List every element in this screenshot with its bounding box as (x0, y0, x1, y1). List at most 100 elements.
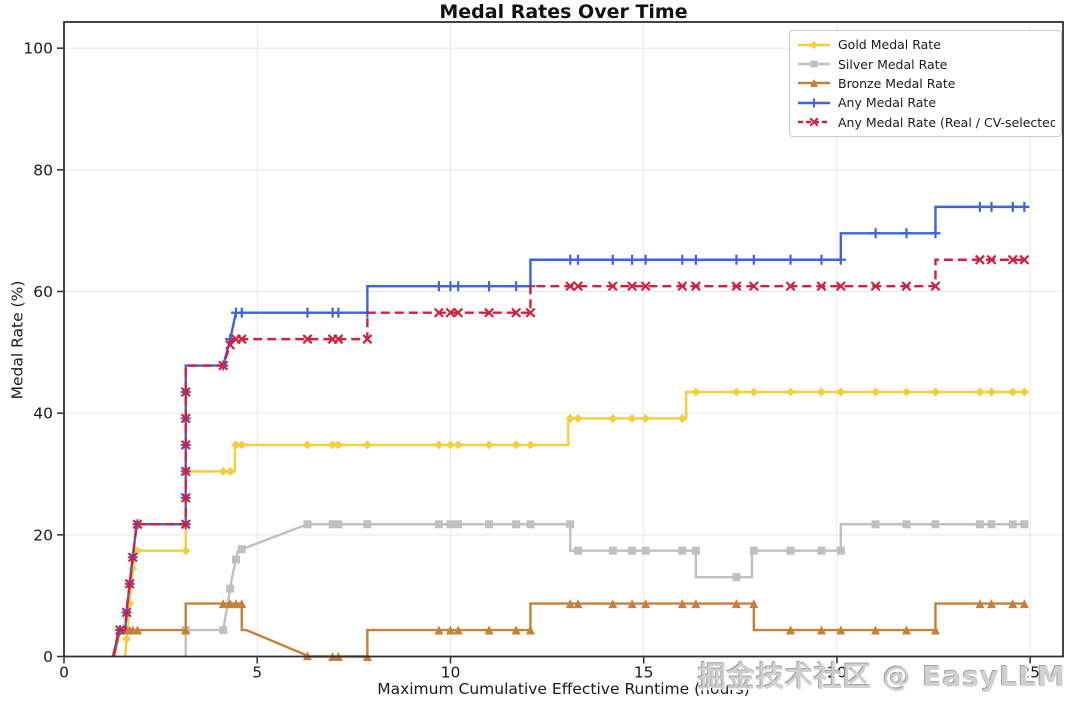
x-axis-label: Maximum Cumulative Effective Runtime (ho… (377, 680, 750, 698)
marker-x-icon (731, 281, 742, 292)
marker-x-icon (901, 281, 912, 292)
x-tick-label: 15 (634, 664, 654, 682)
marker-x-icon (218, 360, 229, 371)
x-tick-label: 0 (59, 664, 69, 682)
marker-square-icon (231, 555, 240, 564)
marker-x-icon (930, 281, 941, 292)
series-line (123, 390, 1025, 657)
marker-plus-icon (690, 254, 701, 265)
marker-diamond-icon (445, 440, 455, 450)
marker-plus-icon (640, 254, 651, 265)
marker-x-icon (690, 281, 701, 292)
marker-square-icon (363, 520, 372, 529)
marker-diamond-icon (975, 387, 985, 397)
marker-triangle-icon (786, 625, 796, 635)
watermark: 掘金技术社区 @ EasyLLM (698, 660, 1066, 693)
legend-swatch-any-icon (798, 98, 830, 108)
marker-diamond-icon (231, 440, 241, 450)
marker-triangle-icon (987, 599, 996, 609)
marker-x-icon (484, 307, 495, 318)
legend-item-gold: Gold Medal Rate (797, 35, 1055, 54)
marker-diamond-icon (1019, 387, 1029, 397)
marker-square-icon (1008, 520, 1017, 529)
marker-diamond-icon (1008, 387, 1018, 397)
marker-plus-icon (236, 307, 247, 318)
marker-x-icon (121, 607, 132, 618)
marker-diamond-icon (434, 440, 444, 450)
y-axis-label-container: Medal Rate (%) (0, 22, 34, 657)
marker-plus-icon (627, 254, 638, 265)
marker-diamond-icon (677, 413, 687, 423)
y-tick-label: 80 (33, 161, 53, 179)
series-2 (113, 599, 1029, 661)
marker-x-icon (640, 281, 651, 292)
y-tick-label: 100 (23, 40, 53, 58)
series-0 (122, 387, 1029, 657)
marker-plus-icon (677, 254, 688, 265)
marker-triangle-icon (691, 599, 701, 609)
marker-plus-icon (816, 254, 827, 265)
marker-diamond-icon (987, 387, 996, 397)
marker-triangle-icon (608, 599, 618, 609)
marker-diamond-icon (565, 413, 575, 423)
marker-triangle-icon (1019, 599, 1029, 609)
marker-x-icon (127, 552, 138, 563)
marker-square-icon (691, 546, 700, 555)
marker-diamond-icon (362, 440, 372, 450)
marker-square-icon (786, 546, 795, 555)
marker-x-icon (986, 254, 997, 265)
marker-triangle-icon (749, 599, 759, 609)
legend-label-any: Any Medal Rate (838, 95, 937, 111)
marker-triangle-icon (218, 599, 228, 609)
legend-swatch-bronze-icon (798, 79, 830, 88)
legend-item-silver: Silver Medal Rate (797, 54, 1055, 73)
series-line (184, 523, 1025, 657)
marker-x-icon (180, 466, 191, 477)
x-tick-label: 20 (827, 664, 847, 682)
marker-square-icon (219, 626, 228, 635)
marker-diamond-icon (627, 413, 637, 423)
marker-square-icon (434, 520, 443, 529)
x-tick-label: 25 (1020, 664, 1040, 682)
marker-triangle-icon (434, 625, 444, 635)
marker-triangle-icon (181, 625, 191, 635)
marker-diamond-icon (608, 413, 618, 423)
marker-plus-icon (835, 254, 846, 265)
marker-plus-icon (785, 254, 796, 265)
marker-x-icon (565, 281, 576, 292)
marker-triangle-icon (445, 625, 455, 635)
marker-plus-icon (484, 281, 495, 292)
series-line (111, 258, 1025, 657)
marker-plus-icon (333, 307, 344, 318)
marker-x-icon (453, 307, 464, 318)
marker-triangle-icon (731, 599, 741, 609)
marker-diamond-icon (525, 440, 535, 450)
marker-triangle-icon (237, 599, 247, 609)
legend-item-any: Any Medal Rate (797, 93, 1055, 112)
marker-x-icon (511, 307, 522, 318)
marker-x-icon (433, 307, 444, 318)
marker-x-icon (180, 492, 191, 503)
marker-diamond-icon (218, 466, 228, 476)
marker-x-icon (132, 519, 143, 530)
marker-square-icon (573, 546, 582, 555)
y-tick-label: 60 (33, 283, 53, 301)
marker-diamond-icon (302, 440, 312, 450)
marker-plus-icon (607, 254, 618, 265)
marker-diamond-icon (901, 387, 911, 397)
marker-x-icon (525, 307, 536, 318)
marker-x-icon (445, 307, 456, 318)
marker-diamond-icon (691, 387, 701, 397)
marker-square-icon (608, 546, 617, 555)
marker-diamond-icon (786, 387, 796, 397)
marker-plus-icon (901, 228, 912, 239)
y-axis-label: Medal Rate (%) (8, 280, 26, 399)
marker-x-icon (124, 578, 135, 589)
marker-x-icon (302, 334, 313, 345)
chart-title: Medal Rates Over Time (439, 1, 688, 23)
marker-square-icon (871, 520, 880, 529)
marker-plus-icon (974, 201, 985, 212)
marker-triangle-icon (453, 625, 463, 635)
